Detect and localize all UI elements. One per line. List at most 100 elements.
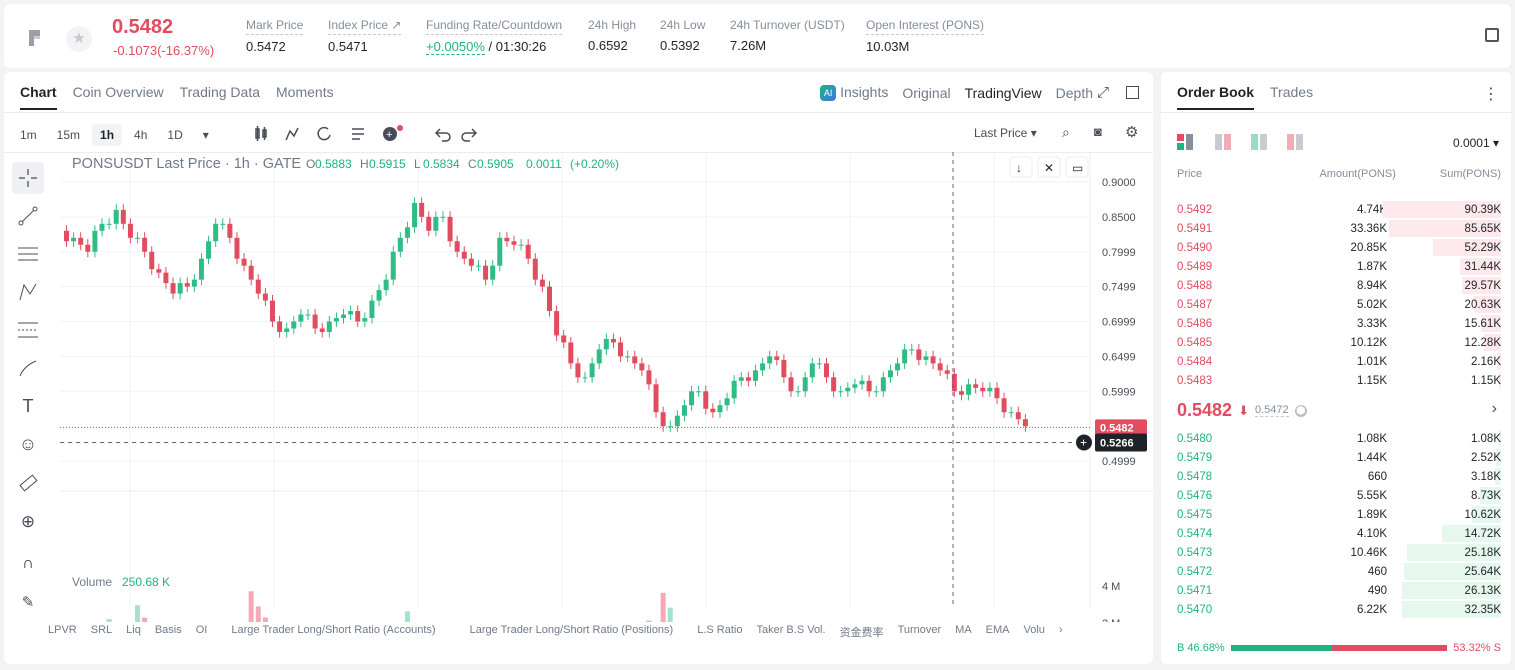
candle (689, 391, 695, 406)
tab-trades[interactable]: Trades (1270, 84, 1314, 100)
indicator-oi[interactable]: OI (195, 624, 208, 636)
search-icon[interactable]: ⌕ (1062, 124, 1070, 140)
expand-icon[interactable]: ⤢ (1096, 84, 1109, 101)
chevron-right-icon[interactable]: › (1491, 400, 1497, 417)
orderbook-bid-row[interactable]: 0.5472 460 25.64K (1177, 562, 1501, 581)
more-icon[interactable]: ⋮ (1483, 86, 1499, 103)
indicator-ls-ratio[interactable]: L.S Ratio (697, 624, 743, 636)
orderbook-ask-row[interactable]: 0.5489 1.87K 31.44K (1177, 257, 1501, 276)
orderbook-bid-row[interactable]: 0.5478 660 3.18K (1177, 467, 1501, 486)
indicator-lpvr[interactable]: LPVR (48, 624, 77, 636)
pattern-icon[interactable] (12, 276, 44, 308)
orderbook-ask-row[interactable]: 0.5492 4.74K 90.39K (1177, 200, 1501, 219)
chevron-right-icon[interactable]: › (1058, 624, 1063, 636)
window-icon[interactable] (1126, 86, 1139, 99)
orderbook-ask-row[interactable]: 0.5490 20.85K 52.29K (1177, 238, 1501, 257)
candle (326, 321, 332, 332)
tf-dropdown-icon[interactable]: ▾ (202, 128, 209, 142)
undo-icon[interactable] (434, 128, 451, 142)
chart-toolbar: + (255, 125, 478, 142)
indicator-turnover[interactable]: Turnover (897, 624, 942, 636)
tab-chart[interactable]: Chart (20, 84, 57, 110)
indicator-lt-accounts[interactable]: Large Trader Long/Short Ratio (Accounts) (231, 624, 436, 636)
candle (376, 290, 382, 301)
refresh-icon[interactable] (317, 126, 331, 141)
candle (788, 377, 794, 392)
orderbook-bid-row[interactable]: 0.5480 1.08K 1.08K (1177, 429, 1501, 448)
candle (880, 377, 886, 392)
tab-coin-overview[interactable]: Coin Overview (72, 84, 164, 100)
layout-asks-icon[interactable] (1215, 134, 1231, 150)
y-tick-label: 0.6499 (1102, 351, 1136, 363)
brush-icon[interactable] (12, 352, 44, 384)
favorite-star-icon[interactable]: ★ (66, 26, 92, 52)
orderbook-bid-row[interactable]: 0.5476 5.55K 8.73K (1177, 486, 1501, 505)
layout-compact-icon[interactable] (1287, 134, 1303, 150)
indicator-volume[interactable]: Volu (1023, 624, 1045, 636)
insights-button[interactable]: AI Insights (820, 84, 888, 102)
templates-icon[interactable] (352, 128, 364, 140)
tf-1d[interactable]: 1D (167, 128, 183, 142)
orderbook-ask-row[interactable]: 0.5487 5.02K 20.63K (1177, 295, 1501, 314)
orderbook-bid-row[interactable]: 0.5473 10.46K 25.18K (1177, 543, 1501, 562)
fibonacci-icon[interactable] (12, 314, 44, 346)
orderbook-bid-row[interactable]: 0.5474 4.10K 14.72K (1177, 524, 1501, 543)
tab-trading-data[interactable]: Trading Data (179, 84, 261, 100)
indicator-liq[interactable]: Liq (126, 624, 141, 636)
indicator-ema[interactable]: EMA (985, 624, 1010, 636)
layout-toggles (1177, 134, 1303, 150)
volume-bar (646, 620, 652, 622)
depth-bar (1459, 258, 1501, 275)
indicators-icon[interactable] (285, 127, 299, 141)
tf-1m[interactable]: 1m (20, 128, 37, 142)
pencil-icon[interactable]: ✎ (21, 594, 35, 611)
tf-4h[interactable]: 4h (134, 128, 148, 142)
ruler-icon[interactable] (12, 468, 44, 500)
zoom-in-icon[interactable]: ⊕ (20, 512, 36, 531)
candle (1001, 398, 1007, 413)
precision-select[interactable]: 0.0001 ▾ (1452, 136, 1499, 150)
indicator-funding[interactable]: 资金费率 (839, 627, 884, 639)
last-price-select[interactable]: Last Price ▾ (974, 126, 1037, 140)
indicator-basis[interactable]: Basis (154, 624, 182, 636)
indicator-taker-vol[interactable]: Taker B.S Vol. (756, 624, 826, 636)
orderbook-bid-row[interactable]: 0.5479 1.44K 2.52K (1177, 448, 1501, 467)
add-indicator-icon[interactable] (383, 127, 397, 141)
orderbook-bid-row[interactable]: 0.5471 490 26.13K (1177, 581, 1501, 600)
settings-gear-icon[interactable]: ⚙ (1125, 124, 1139, 141)
orderbook-ask-row[interactable]: 0.5483 1.15K 1.15K (1177, 371, 1501, 390)
horizontal-lines-icon[interactable] (12, 238, 44, 270)
volume-bar (135, 605, 141, 622)
svg-text:▭: ▭ (1072, 161, 1083, 175)
tf-1h[interactable]: 1h (92, 124, 123, 146)
orderbook-bid-row[interactable]: 0.5470 6.22K 32.35K (1177, 600, 1501, 619)
orderbook-ask-row[interactable]: 0.5484 1.01K 2.16K (1177, 352, 1501, 371)
orderbook-ask-row[interactable]: 0.5491 33.36K 85.65K (1177, 219, 1501, 238)
layout-both-icon[interactable] (1177, 134, 1193, 150)
layout-bids-icon[interactable] (1251, 134, 1267, 150)
stat-index-price[interactable]: Index Price ↗ 0.5471 (328, 18, 402, 54)
emoji-icon[interactable]: ☺ (18, 433, 38, 454)
trendline-icon[interactable] (12, 200, 44, 232)
candles-icon[interactable] (255, 126, 267, 141)
camera-icon[interactable]: ◙ (1094, 124, 1102, 139)
tab-depth[interactable]: Depth (1055, 84, 1093, 101)
redo-icon[interactable] (461, 128, 478, 142)
indicator-ma[interactable]: MA (955, 624, 972, 636)
tab-original[interactable]: Original (902, 84, 951, 101)
magnet-icon[interactable]: ∩ (22, 555, 34, 572)
indicator-lt-positions[interactable]: Large Trader Long/Short Ratio (Positions… (469, 624, 674, 636)
orderbook-ask-row[interactable]: 0.5488 8.94K 29.57K (1177, 276, 1501, 295)
crosshair-icon[interactable] (12, 162, 44, 194)
tab-moments[interactable]: Moments (276, 84, 334, 100)
tf-15m[interactable]: 15m (56, 128, 81, 142)
text-tool-icon[interactable]: T (22, 395, 34, 416)
tab-tradingview[interactable]: TradingView (964, 84, 1042, 101)
indicator-srl[interactable]: SRL (90, 624, 113, 636)
price-chart[interactable]: 0.9000 0.8500 0.7999 0.7499 0.6999 0.6499 0.59… (60, 152, 1153, 622)
tab-order-book[interactable]: Order Book (1177, 84, 1255, 110)
orderbook-ask-row[interactable]: 0.5486 3.33K 15.61K (1177, 314, 1501, 333)
orderbook-bid-row[interactable]: 0.5475 1.89K 10.62K (1177, 505, 1501, 524)
notebook-icon[interactable] (1485, 28, 1499, 42)
orderbook-ask-row[interactable]: 0.5485 10.12K 12.28K (1177, 333, 1501, 352)
